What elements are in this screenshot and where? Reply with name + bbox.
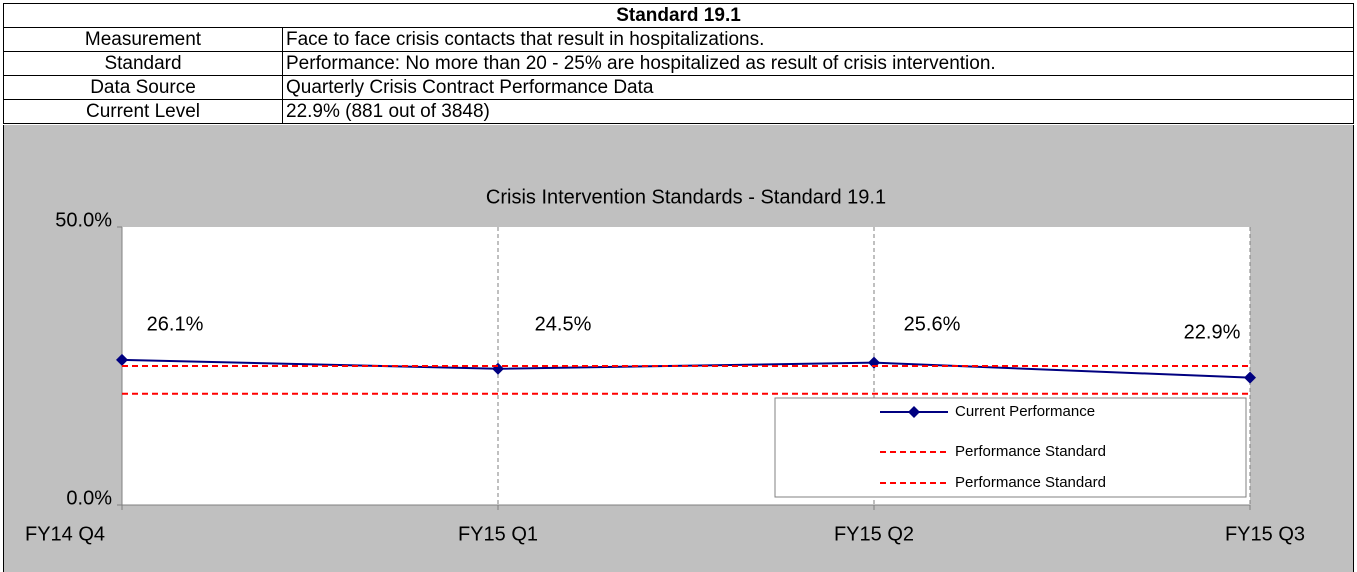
row-label: Data Source	[3, 75, 283, 100]
row-value: Quarterly Crisis Contract Performance Da…	[282, 75, 1354, 100]
row-label: Measurement	[3, 27, 283, 52]
point-marker	[116, 353, 128, 366]
point-marker	[1244, 371, 1256, 384]
legend-label: Performance Standard	[955, 443, 1106, 460]
data-label: 24.5%	[535, 313, 592, 335]
row-value: 22.9% (881 out of 3848)	[282, 99, 1354, 124]
row-value: Face to face crisis contacts that result…	[282, 27, 1354, 52]
data-label: 25.6%	[904, 313, 961, 335]
data-label: 26.1%	[147, 313, 204, 335]
standard-table: Standard 19.1 Measurement Face to face cr…	[3, 3, 1354, 124]
x-tick-label: FY15 Q3	[1225, 523, 1305, 545]
row-label: Current Level	[3, 99, 283, 124]
legend-label: Performance Standard	[955, 474, 1106, 491]
legend-marker	[908, 406, 920, 418]
y-tick-label: 0.0%	[66, 487, 112, 509]
table-title: Standard 19.1	[3, 3, 1354, 28]
legend-label: Current Performance	[955, 403, 1095, 420]
y-tick-label: 50.0%	[55, 209, 112, 231]
legend-box	[774, 397, 1247, 498]
x-tick-label: FY14 Q4	[25, 523, 105, 545]
x-tick-label: FY15 Q2	[834, 523, 914, 545]
data-label: 22.9%	[1184, 321, 1241, 343]
row-label: Standard	[3, 51, 283, 76]
chart-title: Crisis Intervention Standards - Standard…	[486, 186, 886, 208]
row-value: Performance: No more than 20 - 25% are h…	[282, 51, 1354, 76]
x-tick-label: FY15 Q1	[458, 523, 538, 545]
chart: Crisis Intervention Standards - Standard…	[3, 125, 1354, 572]
